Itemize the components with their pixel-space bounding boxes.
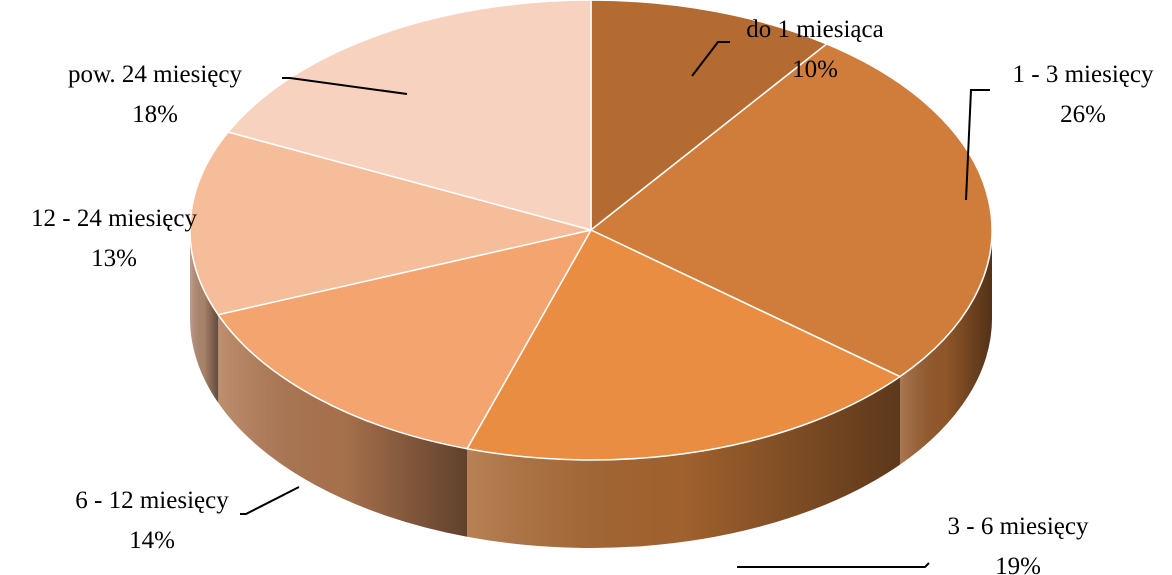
slice-value-3-6-miesiecy: 19% (995, 553, 1041, 575)
pie-slice-6-12-miesiecy (217, 229, 592, 450)
pie-tops (189, 0, 993, 461)
leader-lines (240, 41, 990, 568)
pie-side-shade-3-6-miesiecy (467, 376, 900, 548)
leader-line-pow-24-miesiecy (282, 77, 408, 95)
slice-label-pow-24-miesiecy: pow. 24 miesięcy (68, 61, 243, 88)
data-labels: do 1 miesiąca 10% 1 - 3 miesięcy 26% 3 - 6 m… (31, 16, 1154, 575)
pie-slice-do-1-miesiaca (590, 0, 828, 231)
slice-label-3-6-miesiecy: 3 - 6 miesięcy (948, 513, 1089, 540)
slice-value-6-12-miesiecy: 14% (129, 527, 175, 554)
pie-slice-3-6-miesiecy (466, 229, 901, 461)
slice-label-1-3-miesiecy: 1 - 3 miesięcy (1013, 61, 1154, 88)
leader-line-1-3-miesiecy (965, 89, 990, 201)
pie-slice-12-24-miesiecy (189, 131, 592, 316)
slice-label-6-12-miesiecy: 6 - 12 miesięcy (75, 487, 229, 514)
leader-line-do-1-miesiaca (691, 41, 730, 77)
pie-slice-pow-24-miesiecy (227, 0, 592, 231)
leader-line-3-6-miesiecy (737, 562, 930, 568)
slice-value-12-24-miesiecy: 13% (91, 245, 137, 272)
slice-label-12-24-miesiecy: 12 - 24 miesięcy (31, 205, 197, 232)
slice-label-do-1-miesiaca: do 1 miesiąca (746, 16, 883, 43)
slice-value-1-3-miesiecy: 26% (1060, 101, 1106, 128)
slice-value-pow-24-miesiecy: 18% (132, 101, 178, 128)
slice-value-do-1-miesiaca: 10% (792, 56, 838, 83)
pie-side-shade-6-12-miesiecy (218, 314, 468, 537)
leader-line-6-12-miesiecy (240, 486, 300, 515)
pie-slice-1-3-miesiecy (590, 43, 993, 378)
pie-side-shade-1-3-miesiecy (899, 230, 992, 465)
